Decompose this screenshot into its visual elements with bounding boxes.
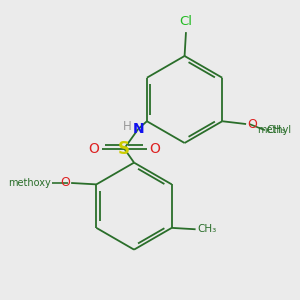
Text: CH₃: CH₃ [266, 125, 286, 135]
Text: CH₃: CH₃ [197, 224, 216, 234]
Text: methyl: methyl [257, 125, 291, 135]
Text: O: O [248, 118, 257, 130]
Text: H: H [123, 120, 132, 133]
Text: Cl: Cl [179, 15, 193, 28]
Text: methoxy: methoxy [8, 178, 51, 188]
Text: O: O [149, 142, 160, 156]
Text: O: O [60, 176, 70, 190]
Text: N: N [133, 122, 144, 136]
Text: O: O [89, 142, 100, 156]
Text: S: S [118, 140, 130, 158]
